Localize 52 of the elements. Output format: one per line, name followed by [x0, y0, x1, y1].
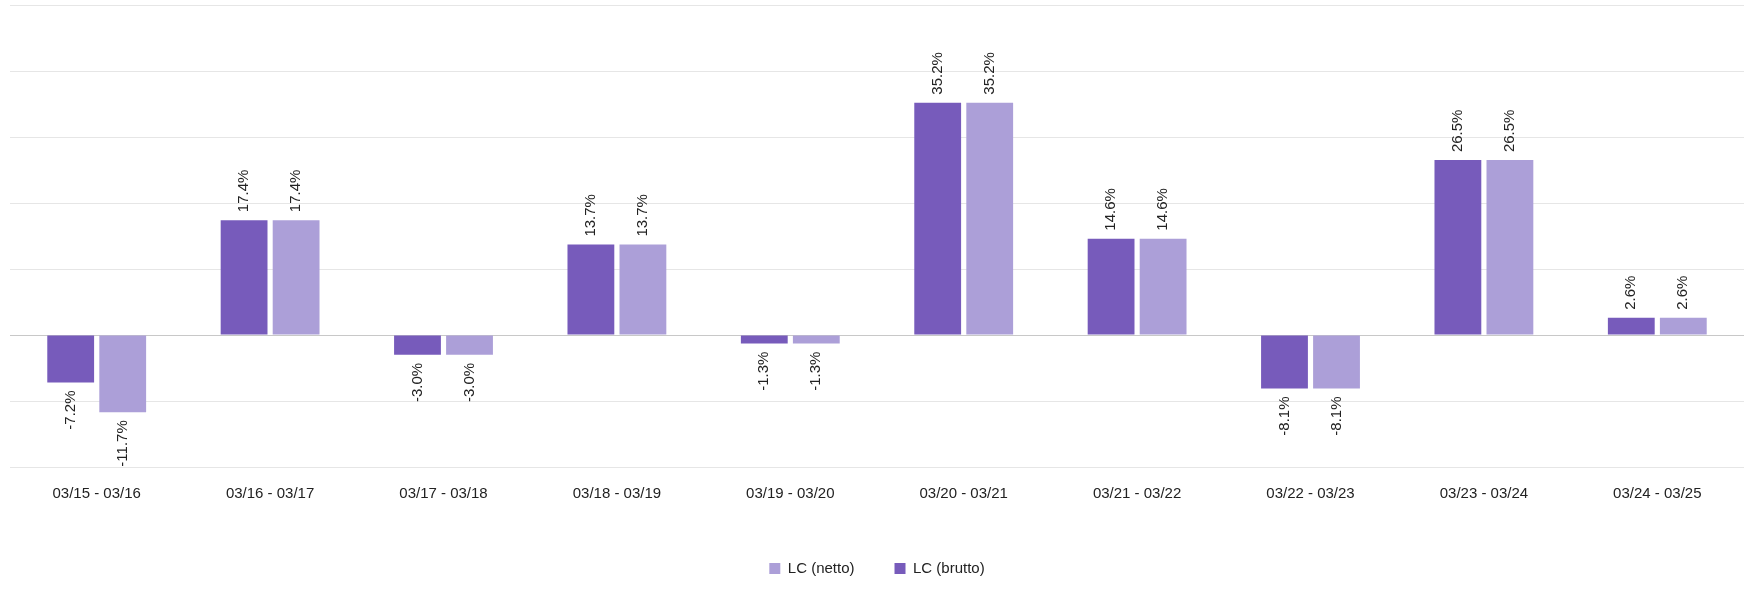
bar — [220, 220, 268, 335]
data-label: 26.5% — [1448, 109, 1466, 153]
x-tick-label: 03/15 - 03/16 — [52, 484, 141, 502]
x-tick-label: 03/23 - 03/24 — [1439, 484, 1529, 502]
bar — [1313, 335, 1360, 389]
data-label: -3.0% — [459, 362, 477, 402]
legend-label: LC (netto) — [787, 558, 855, 576]
x-tick-label: 03/18 - 03/19 — [572, 484, 662, 502]
x-tick-label: 03/24 - 03/25 — [1613, 484, 1702, 502]
data-label: -3.0% — [407, 362, 425, 402]
bar — [394, 335, 441, 355]
data-label: -7.2% — [60, 390, 78, 430]
bar — [99, 335, 147, 413]
bar — [567, 244, 615, 335]
data-label: 13.7% — [581, 194, 599, 237]
data-label: 2.6% — [1621, 275, 1639, 310]
data-label: 35.2% — [927, 52, 945, 95]
bar — [1261, 335, 1308, 389]
bar — [619, 244, 667, 335]
bar — [47, 335, 95, 383]
bar — [1434, 160, 1482, 335]
data-label: -1.3% — [754, 351, 772, 391]
bar — [740, 335, 788, 344]
bar — [1087, 238, 1135, 335]
data-label: 17.4% — [234, 169, 252, 213]
data-label: 2.6% — [1673, 275, 1691, 310]
x-tick-label: 03/19 - 03/20 — [746, 484, 835, 502]
bar — [792, 335, 840, 344]
bar — [272, 220, 320, 335]
bar — [1486, 160, 1534, 335]
x-tick-label: 03/20 - 03/21 — [919, 484, 1008, 502]
data-label: 14.6% — [1153, 188, 1171, 231]
data-label: -8.1% — [1274, 396, 1292, 436]
bar — [1659, 317, 1707, 335]
bar — [914, 102, 962, 335]
x-tick-label: 03/22 - 03/23 — [1266, 484, 1355, 502]
data-label: 17.4% — [286, 169, 304, 213]
bar — [1139, 238, 1187, 335]
bar — [966, 102, 1014, 335]
data-label: 14.6% — [1101, 188, 1119, 231]
data-label: 13.7% — [633, 194, 651, 237]
data-label: 35.2% — [979, 52, 997, 95]
data-label: 26.5% — [1500, 109, 1518, 153]
data-label: -1.3% — [806, 351, 824, 391]
x-tick-label: 03/17 - 03/18 — [399, 484, 488, 502]
data-label: -11.7% — [112, 420, 130, 467]
legend-label: LC (brutto) — [913, 558, 985, 576]
data-label: -8.1% — [1326, 396, 1344, 436]
x-tick-label: 03/16 - 03/17 — [225, 484, 315, 502]
bar — [446, 335, 493, 355]
bar — [1607, 317, 1655, 335]
x-tick-label: 03/21 - 03/22 — [1092, 484, 1182, 502]
